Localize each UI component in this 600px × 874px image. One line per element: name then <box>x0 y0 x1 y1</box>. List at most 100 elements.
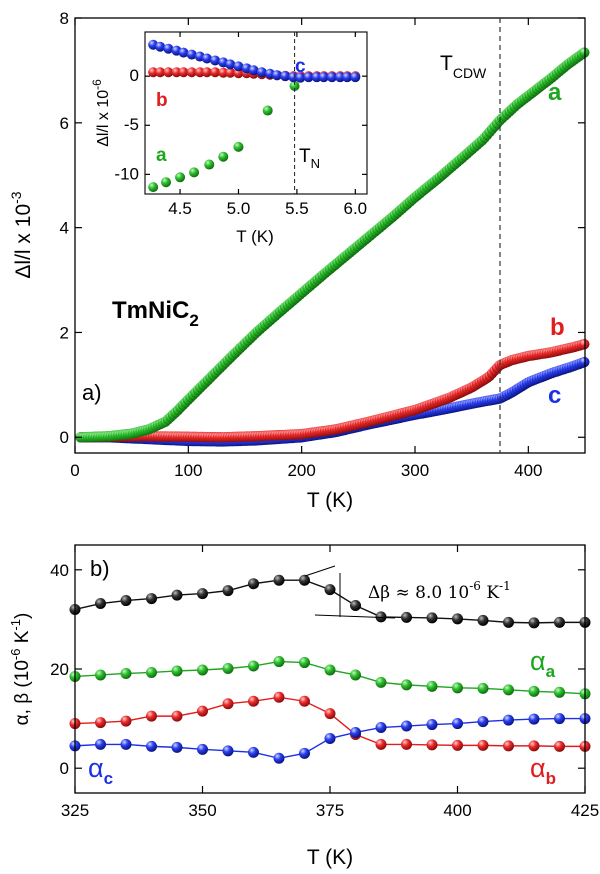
bottom-point <box>95 669 106 681</box>
bottom-point <box>120 738 132 750</box>
bottom-point <box>222 585 234 597</box>
inset-point-a <box>262 105 273 116</box>
x-tick-label: 6.0 <box>343 199 367 218</box>
main-axis-ticks: 0 100 200 300 400 0 2 4 6 8 <box>60 9 585 480</box>
bottom-point <box>197 664 208 676</box>
inset-point-c <box>163 43 174 54</box>
inset-point-c <box>272 70 283 81</box>
inset-point-a <box>161 177 172 188</box>
bottom-point <box>171 710 183 722</box>
inset-point-c <box>201 53 212 64</box>
bottom-series-0 <box>69 574 591 629</box>
bottom-point <box>528 740 540 752</box>
inset-point-b <box>155 67 166 78</box>
x-tick-label: 375 <box>316 801 344 820</box>
inset-point-b <box>148 67 159 78</box>
bottom-point <box>324 732 336 744</box>
bottom-point <box>401 738 412 750</box>
bottom-point <box>146 666 157 678</box>
bottom-point <box>146 740 157 752</box>
bottom-point <box>120 595 132 607</box>
bottom-point <box>171 665 183 677</box>
bottom-point <box>299 695 310 707</box>
x-tick-label: 4.5 <box>168 199 192 218</box>
y-tick-label: -5 <box>124 115 139 134</box>
bottom-point <box>350 669 361 681</box>
y-tick-label: 40 <box>50 561 69 580</box>
bottom-point <box>222 698 234 710</box>
main-plot-frame <box>74 17 586 454</box>
bottom-point <box>171 589 183 601</box>
inset-point-b <box>218 67 229 78</box>
bottom-point <box>554 740 565 752</box>
x-tick-label: 200 <box>287 461 315 480</box>
bottom-point <box>273 752 285 764</box>
bottom-point <box>350 726 361 738</box>
bottom-point <box>197 588 208 600</box>
bottom-point <box>401 679 412 691</box>
bottom-point <box>171 741 183 753</box>
main-series-a <box>75 47 590 443</box>
main-x-axis-label: T (K) <box>307 489 353 512</box>
alpha-a-label: αa <box>530 646 556 681</box>
inset-point-c <box>295 72 306 83</box>
bottom-point <box>528 685 540 697</box>
inset-point-c <box>326 72 337 83</box>
inset-point-c <box>335 72 346 83</box>
inset-series-c <box>148 39 361 83</box>
bottom-point <box>197 743 208 755</box>
inset-point-c <box>233 61 244 72</box>
y-tick-label: 2 <box>60 323 69 342</box>
main-data-marks <box>75 47 590 447</box>
bottom-point <box>401 720 412 732</box>
bottom-point <box>350 600 361 612</box>
tn-label: TN <box>299 146 320 171</box>
inset-background <box>145 32 367 194</box>
main-point-c <box>579 356 590 368</box>
inset-point-c <box>318 72 329 83</box>
inset-point-c <box>248 65 259 76</box>
bottom-point <box>324 584 336 596</box>
inset-point-c <box>311 72 322 83</box>
inset-point-c <box>210 55 221 66</box>
series-a-label: a <box>548 79 562 106</box>
y-tick-label: 0 <box>130 66 139 85</box>
x-tick-label: 400 <box>514 461 542 480</box>
bottom-point <box>503 684 514 696</box>
y-tick-label: 0 <box>60 428 69 447</box>
bottom-point <box>299 657 310 669</box>
inset-point-b <box>210 67 221 78</box>
bottom-point <box>528 617 540 629</box>
inset-series-c-label: c <box>295 56 306 77</box>
x-tick-label: 325 <box>61 801 89 820</box>
inset-point-a <box>289 81 300 91</box>
bottom-point <box>375 611 387 623</box>
bottom-point <box>375 738 387 750</box>
bottom-point <box>248 695 259 707</box>
bottom-point <box>503 616 514 628</box>
inset-point-a <box>204 159 215 170</box>
bottom-series-3 <box>69 713 591 764</box>
bottom-point <box>452 739 463 751</box>
bottom-data-marks <box>69 574 591 764</box>
bottom-point <box>452 718 463 730</box>
inset-point-b <box>186 67 197 78</box>
bottom-x-axis-label: T (K) <box>307 846 353 869</box>
inset-point-c <box>186 49 197 60</box>
bottom-point <box>375 722 387 734</box>
bottom-point <box>273 691 285 703</box>
bottom-point <box>477 716 489 728</box>
tcdw-label: TCDW <box>440 52 487 81</box>
main-point-a <box>579 47 590 58</box>
x-tick-label: 100 <box>174 461 202 480</box>
inset-point-c <box>178 47 189 58</box>
bottom-point <box>222 745 234 757</box>
inset-point-c <box>256 67 267 78</box>
bottom-point <box>248 578 259 590</box>
bottom-point <box>222 663 234 675</box>
inset-point-a <box>189 167 200 178</box>
bottom-point <box>426 739 438 751</box>
inset-point-c <box>303 72 314 83</box>
bottom-point <box>554 713 565 725</box>
bottom-axis-ticks: 325 350 375 400 425 0 20 40 <box>50 545 599 820</box>
